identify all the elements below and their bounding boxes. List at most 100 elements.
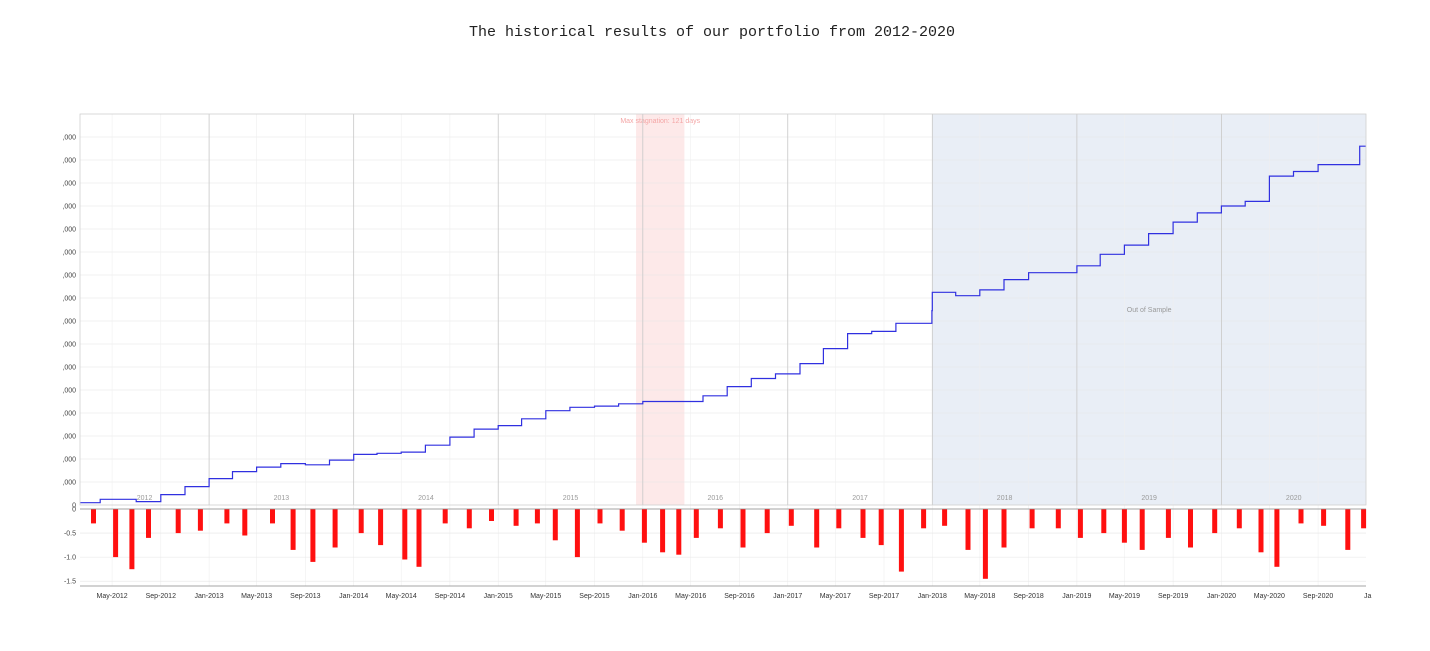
- drawdown-bar: [1101, 509, 1107, 534]
- drawdown-bar: [332, 509, 338, 548]
- year-label: 2016: [707, 495, 723, 502]
- drawdown-bar: [242, 509, 248, 536]
- drawdown-bar: [942, 509, 948, 526]
- x-tick-label: Jan-2015: [484, 593, 513, 600]
- equity-y-tick-label: ,000: [62, 365, 76, 372]
- x-tick-label: Jan-2014: [339, 593, 368, 600]
- drawdown-bar: [416, 509, 422, 567]
- drawdown-bar: [1345, 509, 1351, 550]
- drawdown-bar: [1274, 509, 1280, 567]
- drawdown-bar: [921, 509, 927, 529]
- drawdown-bar: [788, 509, 794, 526]
- equity-y-tick-label: ,000: [62, 411, 76, 418]
- drawdown-bar: [660, 509, 666, 553]
- axis-layer: ,000 ,000 ,000 ,000 ,000 ,000 ,000 ,000 ,000 ,000…: [62, 113, 1372, 600]
- equity-y-tick-label: ,000: [62, 434, 76, 441]
- drawdown-bar: [764, 509, 770, 534]
- drawdown-bar: [402, 509, 408, 560]
- drawdown-bar: [740, 509, 746, 548]
- x-tick-label: Jan-2018: [918, 593, 947, 600]
- equity-y-tick-label: ,000: [62, 319, 76, 326]
- drawdown-bar: [898, 509, 904, 572]
- equity-y-tick-label: ,000: [62, 273, 76, 280]
- drawdown-bar: [1139, 509, 1145, 550]
- drawdown-bar: [814, 509, 820, 548]
- drawdown-bar: [717, 509, 723, 529]
- drawdown-bar: [358, 509, 364, 534]
- x-tick-label: May-2017: [820, 593, 851, 600]
- drawdown-bar: [1188, 509, 1193, 548]
- x-tick-label: May-2019: [1109, 593, 1140, 600]
- drawdown-bar: [1236, 509, 1242, 529]
- drawdown-bar: [1001, 509, 1007, 548]
- equity-frame: [79, 113, 1367, 506]
- equity-y-tick-label: ,000: [62, 158, 76, 165]
- equity-y-tick-label: ,000: [62, 135, 76, 142]
- drawdown-bar: [1077, 509, 1083, 538]
- drawdown-bar: [534, 509, 540, 524]
- x-tick-label: Sep-2015: [579, 593, 609, 600]
- equity-layer: [80, 145, 1366, 504]
- x-tick-label: Jan-2016: [628, 593, 657, 600]
- x-tick-label: Ja: [1364, 593, 1372, 600]
- year-label: 2013: [274, 495, 290, 502]
- x-tick-label: May-2020: [1254, 593, 1285, 600]
- equity-y-tick-label: ,000: [62, 250, 76, 257]
- drawdown-bar: [489, 509, 494, 521]
- drawdown-bar: [574, 509, 580, 558]
- drawdown-bar: [597, 509, 603, 524]
- x-tick-label: Jan-2017: [773, 593, 802, 600]
- drawdown-bar: [1165, 509, 1171, 538]
- x-tick-label: May-2018: [964, 593, 995, 600]
- drawdown-bar: [310, 509, 316, 562]
- x-tick-label: Sep-2020: [1303, 593, 1333, 600]
- drawdown-bar: [1298, 509, 1304, 524]
- drawdown-bar: [91, 509, 96, 524]
- drawdown-bar: [290, 509, 296, 550]
- equity-y-tick-label: ,000: [62, 457, 76, 464]
- drawdown-bar: [965, 509, 971, 550]
- x-tick-label: Sep-2013: [290, 593, 320, 600]
- drawdown-bar: [836, 509, 842, 529]
- x-tick-label: Jan-2019: [1062, 593, 1091, 600]
- x-tick-label: May-2013: [241, 593, 272, 600]
- x-tick-label: May-2016: [675, 593, 706, 600]
- drawdown-bar: [146, 509, 151, 538]
- x-tick-label: Jan-2013: [195, 593, 224, 600]
- drawdown-bar: [1212, 509, 1218, 534]
- drawdown-bar: [1121, 509, 1127, 543]
- out-of-sample-region: [932, 114, 1366, 505]
- equity-y-tick-label: ,000: [62, 181, 76, 188]
- year-label: 2015: [563, 495, 579, 502]
- equity-y-tick-label: ,000: [62, 480, 76, 487]
- drawdown-bar: [1321, 509, 1327, 526]
- year-label: 2019: [1141, 495, 1157, 502]
- background-layer: Out of Sample Max stagnation: 121 days: [80, 114, 1366, 586]
- x-tick-label: May-2012: [97, 593, 128, 600]
- x-tick-label: Sep-2019: [1158, 593, 1188, 600]
- x-tick-label: May-2015: [530, 593, 561, 600]
- out-of-sample-label: Out of Sample: [1127, 307, 1172, 314]
- drawdown-bar: [860, 509, 866, 538]
- drawdown-bar: [1055, 509, 1061, 529]
- x-tick-label: Sep-2016: [724, 593, 754, 600]
- drawdown-bar: [197, 509, 203, 531]
- drawdown-bar: [129, 509, 135, 570]
- drawdown-bar: [982, 509, 988, 579]
- drawdown-y-tick-label: -1.0: [64, 555, 76, 562]
- equity-y-tick-label: ,000: [62, 227, 76, 234]
- equity-y-tick-label: 0: [72, 503, 76, 510]
- year-label: 2017: [852, 495, 868, 502]
- x-tick-label: Sep-2012: [146, 593, 176, 600]
- drawdown-layer: [91, 509, 1367, 579]
- drawdown-bar: [1258, 509, 1264, 553]
- drawdown-bar: [619, 509, 625, 531]
- x-tick-label: Sep-2014: [435, 593, 465, 600]
- drawdown-bar: [113, 509, 119, 558]
- drawdown-bar: [693, 509, 699, 538]
- year-label: 2014: [418, 495, 434, 502]
- x-tick-label: Sep-2017: [869, 593, 899, 600]
- equity-y-tick-label: ,000: [62, 204, 76, 211]
- drawdown-y-tick-label: 0: [72, 507, 76, 514]
- stagnation-label: Max stagnation: 121 days: [620, 118, 700, 125]
